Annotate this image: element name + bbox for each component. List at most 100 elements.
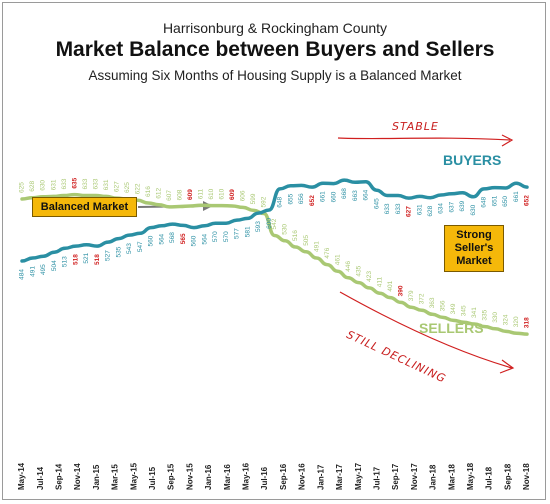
x-tick-label: Jul-15 xyxy=(148,466,157,490)
data-label-sellers: 390 xyxy=(398,285,405,296)
data-label-buyers: 652 xyxy=(524,195,531,206)
data-label-sellers: 330 xyxy=(492,312,499,323)
data-label-sellers: 631 xyxy=(50,179,57,190)
data-label-sellers: 476 xyxy=(324,247,331,258)
x-tick-label: Mar-18 xyxy=(447,464,456,490)
chart-note: Assuming Six Months of Housing Supply is… xyxy=(88,68,462,83)
data-label-buyers: 668 xyxy=(341,188,348,199)
data-label-sellers: 609 xyxy=(229,189,236,200)
x-tick-label: Jan-15 xyxy=(92,464,101,490)
data-label-buyers: 547 xyxy=(137,241,144,252)
data-label-buyers: 651 xyxy=(492,195,499,206)
data-label-sellers: 324 xyxy=(503,314,510,325)
sellers-series-label: SELLERS xyxy=(419,320,484,336)
data-label-buyers: 656 xyxy=(298,193,305,204)
series-line-sellers xyxy=(20,192,529,336)
x-tick-label: Nov-18 xyxy=(522,463,531,490)
data-label-sellers: 423 xyxy=(366,271,373,282)
data-label-sellers: 630 xyxy=(40,180,47,191)
data-label-sellers: 411 xyxy=(376,276,383,287)
data-label-buyers: 593 xyxy=(255,221,262,232)
data-label-buyers: 650 xyxy=(502,196,509,207)
x-tick-label: Sep-14 xyxy=(55,463,64,490)
data-label-sellers: 633 xyxy=(61,178,68,189)
data-label-sellers: 610 xyxy=(208,188,215,199)
data-label-sellers: 610 xyxy=(219,188,226,199)
data-label-buyers: 633 xyxy=(384,203,391,214)
data-label-buyers: 560 xyxy=(148,235,155,246)
x-tick-label: Sep-18 xyxy=(503,463,512,490)
data-label-sellers: 627 xyxy=(113,181,120,192)
data-label-buyers: 664 xyxy=(363,189,370,200)
stable-arrow-line xyxy=(337,137,511,141)
data-label-sellers: 516 xyxy=(292,230,299,241)
x-tick-label: Mar-15 xyxy=(111,464,120,490)
data-label-buyers: 637 xyxy=(449,201,456,212)
x-axis: May-14 Jul-14 Sep-14 Nov-14 Jan-15 Mar-15 May-… xyxy=(17,462,531,490)
data-label-buyers: 660 xyxy=(330,191,337,202)
stable-arrow-head xyxy=(501,134,514,147)
data-label-sellers: 335 xyxy=(482,309,489,320)
x-tick-label: May-14 xyxy=(17,462,26,490)
declining-arrow-line xyxy=(339,291,513,369)
x-tick-label: Jul-18 xyxy=(485,466,494,490)
chart-title: Market Balance between Buyers and Seller… xyxy=(55,38,495,61)
data-label-buyers: 630 xyxy=(470,204,477,215)
data-label-buyers: 661 xyxy=(320,191,327,202)
x-tick-label: Nov-14 xyxy=(73,463,82,490)
data-label-sellers: 372 xyxy=(419,293,426,304)
x-tick-label: Mar-16 xyxy=(223,464,232,490)
x-tick-label: Jul-17 xyxy=(373,466,382,490)
x-tick-label: Sep-15 xyxy=(167,463,176,490)
data-label-sellers: 349 xyxy=(450,303,457,314)
data-label-buyers: 655 xyxy=(287,193,294,204)
data-label-sellers: 491 xyxy=(313,241,320,252)
data-label-sellers: 609 xyxy=(187,189,194,200)
data-label-buyers: 663 xyxy=(352,190,359,201)
data-label-buyers: 564 xyxy=(201,233,208,244)
chart-subtitle: Harrisonburg & Rockingham County xyxy=(162,20,388,36)
data-label-buyers: 565 xyxy=(180,233,187,244)
data-label-buyers: 570 xyxy=(223,231,230,242)
data-label-sellers: 633 xyxy=(82,178,89,189)
data-label-sellers: 625 xyxy=(19,182,26,193)
x-tick-label: Nov-15 xyxy=(185,463,194,490)
strong-sellers-market-line-1: Strong xyxy=(456,229,492,241)
data-label-sellers: 379 xyxy=(408,290,415,301)
data-label-sellers: 435 xyxy=(355,265,362,276)
data-label-buyers: 564 xyxy=(158,233,165,244)
data-label-sellers: 625 xyxy=(124,182,131,193)
data-label-sellers: 633 xyxy=(92,178,99,189)
data-label-sellers: 628 xyxy=(29,180,36,191)
x-tick-label: Jan-18 xyxy=(429,464,438,490)
x-tick-label: May-17 xyxy=(354,462,363,490)
data-label-sellers: 320 xyxy=(513,316,520,327)
data-label-buyers: 628 xyxy=(427,205,434,216)
strong-sellers-market-box: Strong Seller's Market xyxy=(444,225,504,272)
data-label-sellers: 363 xyxy=(429,297,436,308)
data-label-buyers: 633 xyxy=(395,203,402,214)
x-tick-label: Nov-16 xyxy=(298,463,307,490)
strong-sellers-market-line-2: Seller's xyxy=(454,242,494,254)
strong-sellers-market-line-3: Market xyxy=(456,255,492,267)
data-label-buyers: 504 xyxy=(51,260,58,271)
data-label-sellers: 345 xyxy=(461,305,468,316)
data-label-sellers: 592 xyxy=(261,196,268,207)
data-label-sellers: 616 xyxy=(145,186,152,197)
data-label-buyers: 518 xyxy=(94,254,101,265)
data-label-buyers: 648 xyxy=(481,197,488,208)
stable-annotation: STABLE xyxy=(392,120,439,133)
buyers-series-label: BUYERS xyxy=(443,152,502,168)
data-label-buyers: 634 xyxy=(438,203,445,214)
data-label-buyers: 518 xyxy=(72,254,79,265)
data-label-sellers: 608 xyxy=(177,189,184,200)
chart-frame xyxy=(2,2,546,500)
x-tick-label: Jan-16 xyxy=(204,464,213,490)
data-label-sellers: 461 xyxy=(334,254,341,265)
data-label-buyers: 627 xyxy=(406,206,413,217)
balanced-market-box: Balanced Market xyxy=(32,197,137,217)
data-label-sellers: 341 xyxy=(471,307,478,318)
data-label-sellers: 401 xyxy=(387,280,394,291)
data-label-buyers: 495 xyxy=(40,264,47,275)
data-label-sellers: 607 xyxy=(166,190,173,201)
